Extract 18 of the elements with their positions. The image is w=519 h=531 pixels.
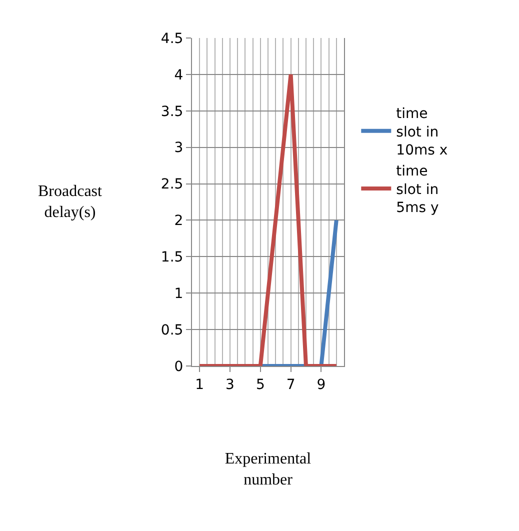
y-tick-label: 3	[174, 140, 184, 156]
y-tick-label: 0.5	[160, 322, 184, 338]
y-tick-label: 2	[174, 213, 184, 230]
x-axis-title: Experimental number	[224, 450, 312, 488]
y-tick-label: 1	[174, 286, 184, 302]
y-tick-label: 3.5	[160, 104, 184, 120]
y-tick-label: 1.5	[160, 250, 184, 266]
x-tick-label: 1	[195, 376, 204, 393]
x-tick-label: 3	[226, 376, 234, 393]
y-tick-label: 2.5	[160, 176, 184, 193]
x-tick-label: 5	[256, 376, 265, 393]
y-tick-label: 0	[174, 358, 184, 375]
y-tick-label: 4	[174, 67, 184, 84]
legend-label: time slot in 5ms y	[396, 164, 439, 216]
y-axis-title: Broadcast delay(s)	[38, 183, 103, 221]
y-tick-label: 4.5	[160, 30, 184, 47]
x-tick-label: 7	[286, 376, 296, 393]
x-tick-label: 9	[316, 376, 326, 393]
